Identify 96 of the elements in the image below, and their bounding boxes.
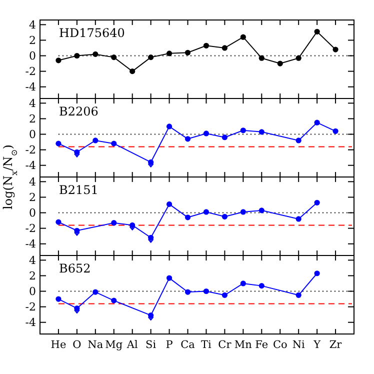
point [130,222,136,228]
y-tick-label: 0 [29,128,36,142]
point [240,128,246,134]
point [296,216,302,222]
y-tick-label: -2 [25,65,36,78]
point [111,298,117,304]
point [240,209,246,215]
point [222,134,228,140]
point [56,296,62,302]
x-tick-label: Fe [255,339,268,351]
y-tick-label: -2 [25,300,36,314]
point [111,54,117,60]
point [222,214,228,220]
point [148,54,154,60]
y-tick-label: 0 [29,285,36,298]
point [314,120,320,126]
point [166,50,172,56]
point [240,280,246,286]
x-tick-label: Co [272,339,288,351]
point [148,159,154,166]
point [240,34,246,40]
y-tick-label: -4 [25,316,36,330]
y-tick-label: 2 [29,112,36,126]
point [258,283,264,289]
x-tick-label: Zr [329,339,343,351]
point [314,28,320,34]
point [203,42,210,48]
point [74,52,80,59]
point [92,51,98,57]
point [332,46,338,52]
point [184,136,191,142]
x-tick-label: O [72,339,82,351]
point [92,289,98,295]
x-tick-label: Ti [201,339,212,351]
y-tick-label: 2 [29,191,36,204]
point [296,138,302,144]
y-tick-label: 4 [29,176,36,189]
point [166,201,172,208]
text: B2206 [59,104,98,118]
point [258,55,264,61]
point [258,208,264,214]
text: B652 [59,262,91,276]
text: B2151 [59,183,98,197]
point [314,270,320,276]
x-tick-label: Ca [180,339,195,351]
point [184,50,191,56]
point [111,220,117,226]
y-tick-label: 0 [29,206,36,220]
x-tick-label: Ni [292,339,306,351]
point [56,58,62,64]
point [130,68,136,74]
point [296,292,302,298]
y-tick-label: -2 [25,144,36,157]
point [148,312,154,318]
point [148,234,154,240]
point [258,129,264,135]
y-tick-label: 4 [29,254,36,268]
point [92,138,98,144]
point [74,149,80,155]
point [166,124,172,130]
x-tick-label: P [166,339,173,351]
point [222,45,228,51]
point [296,55,302,61]
x-tick-label: Y [312,339,322,351]
point [111,140,117,146]
y-tick-label: 4 [29,97,36,110]
y-tick-label: -4 [25,159,36,172]
point [314,200,320,206]
x-tick-label: Si [146,339,157,351]
x-tick-label: Na [88,339,104,351]
y-tick-label: -4 [25,80,36,94]
point [203,130,210,136]
point [203,209,210,215]
y-tick-label: -4 [25,238,36,251]
y-tick-label: 2 [29,270,36,283]
y-tick-label: 2 [29,34,36,48]
y-tick-label: 0 [29,50,36,63]
y-tick-label: -2 [25,222,36,236]
point [184,214,191,220]
x-tick-label: He [50,339,66,351]
x-tick-label: Cr [218,339,232,351]
point [332,128,338,134]
point [74,228,80,234]
point [203,288,210,294]
point [184,289,191,295]
point [222,292,228,298]
point [56,219,62,225]
point [74,306,80,312]
x-tick-label: Mn [234,339,252,351]
x-tick-label: Mg [105,339,123,351]
point [56,140,62,146]
point [166,275,172,281]
x-tick-label: Al [126,339,138,351]
point [277,60,283,66]
y-tick-label: 4 [29,18,36,32]
text: HD175640 [59,26,125,40]
